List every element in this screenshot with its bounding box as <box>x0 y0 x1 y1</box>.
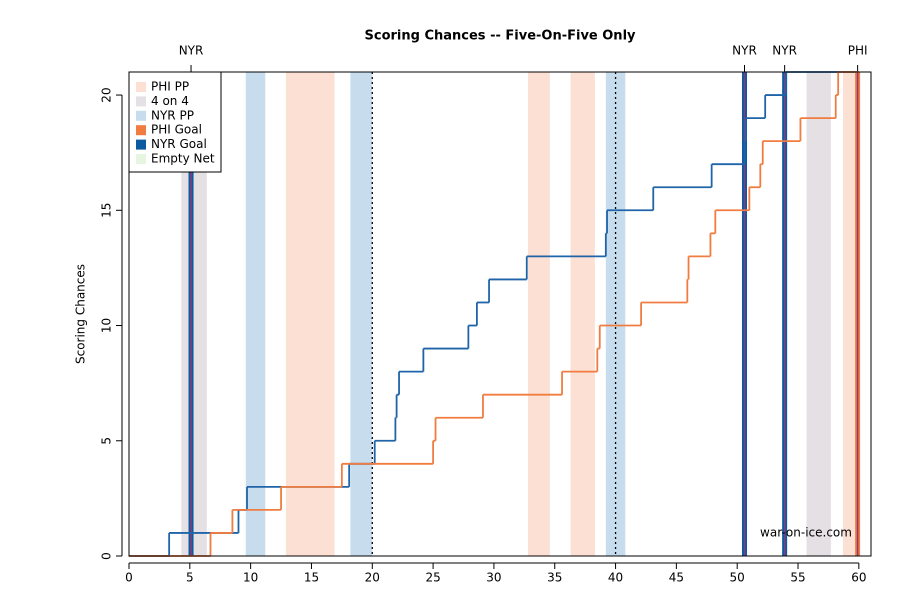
y-axis-label: Scoring Chances <box>74 264 88 364</box>
legend-swatch <box>136 96 146 107</box>
x-tick-label: 0 <box>125 571 133 585</box>
goal-label: NYR <box>772 44 797 58</box>
x-tick-label: 40 <box>608 571 623 585</box>
goal-label: NYR <box>179 44 204 58</box>
x-tick-label: 20 <box>365 571 380 585</box>
x-tick-label: 5 <box>186 571 194 585</box>
chart-title: Scoring Chances -- Five-On-Five Only <box>365 29 637 44</box>
shaded-region <box>285 72 335 556</box>
y-tick-label: 15 <box>100 203 114 218</box>
goal-label: NYR <box>732 44 757 58</box>
goal-label: PHI <box>848 44 868 58</box>
legend-swatch <box>136 154 146 164</box>
y-tick-label: 10 <box>100 318 114 333</box>
plot-frame <box>128 71 872 557</box>
legend-swatch <box>136 82 146 92</box>
shaded-region <box>527 72 550 556</box>
x-tick-label: 30 <box>486 571 501 585</box>
legend-label: PHI Goal <box>151 123 202 137</box>
x-tick-label: 35 <box>547 571 562 585</box>
legend-swatch <box>136 139 146 150</box>
x-tick-label: 25 <box>425 571 440 585</box>
x-tick-label: 55 <box>790 571 805 585</box>
x-tick-label: 10 <box>243 571 258 585</box>
x-tick-label: 60 <box>851 571 866 585</box>
y-tick-label: 0 <box>100 552 114 560</box>
y-tick-label: 5 <box>100 437 114 445</box>
x-tick-label: 45 <box>669 571 684 585</box>
watermark: war-on-ice.com <box>760 526 852 540</box>
legend-label: NYR PP <box>151 108 194 122</box>
legend-label: Empty Net <box>151 152 215 166</box>
legend-label: 4 on 4 <box>151 94 189 108</box>
legend-swatch <box>136 110 146 121</box>
legend-label: NYR Goal <box>151 137 207 151</box>
shaded-region <box>843 72 859 556</box>
legend-label: PHI PP <box>151 80 189 94</box>
shaded-region <box>570 72 595 556</box>
x-tick-label: 50 <box>730 571 745 585</box>
legend-swatch <box>136 125 146 136</box>
x-tick-label: 15 <box>304 571 319 585</box>
shaded-region <box>350 72 373 556</box>
shaded-region <box>245 72 266 556</box>
shaded-region <box>806 72 831 556</box>
y-tick-label: 20 <box>100 87 114 102</box>
